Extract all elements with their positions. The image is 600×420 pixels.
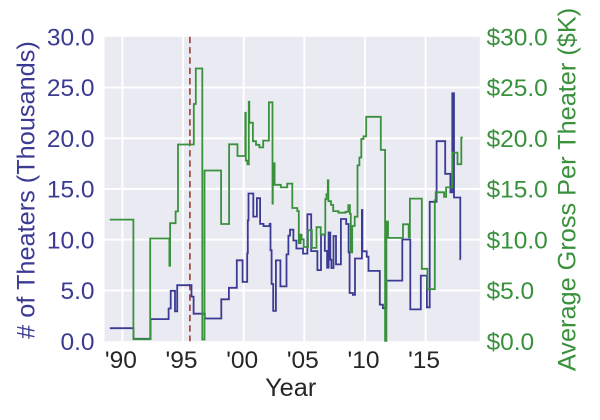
svg-text:$0.0: $0.0: [487, 329, 535, 356]
svg-text:'05: '05: [287, 347, 319, 374]
svg-text:5.0: 5.0: [60, 278, 94, 305]
svg-text:$20.0: $20.0: [487, 126, 548, 153]
svg-text:$30.0: $30.0: [487, 24, 548, 51]
svg-text:15.0: 15.0: [47, 177, 95, 204]
svg-text:20.0: 20.0: [47, 126, 95, 153]
svg-text:0.0: 0.0: [60, 329, 94, 356]
svg-text:# of Theaters (Thousands): # of Theaters (Thousands): [13, 41, 41, 339]
svg-text:'10: '10: [348, 347, 380, 374]
svg-text:25.0: 25.0: [47, 75, 95, 102]
svg-text:10.0: 10.0: [47, 227, 95, 254]
svg-text:$15.0: $15.0: [487, 177, 548, 204]
svg-text:$25.0: $25.0: [487, 75, 548, 102]
svg-text:30.0: 30.0: [47, 24, 95, 51]
svg-text:'00: '00: [226, 347, 258, 374]
svg-text:Year: Year: [265, 374, 316, 402]
svg-text:$10.0: $10.0: [487, 227, 548, 254]
svg-text:'90: '90: [105, 347, 137, 374]
svg-text:Average Gross Per Theater ($K): Average Gross Per Theater ($K): [554, 8, 582, 371]
svg-text:$5.0: $5.0: [487, 278, 535, 305]
svg-text:'95: '95: [166, 347, 198, 374]
svg-text:'15: '15: [408, 347, 440, 374]
